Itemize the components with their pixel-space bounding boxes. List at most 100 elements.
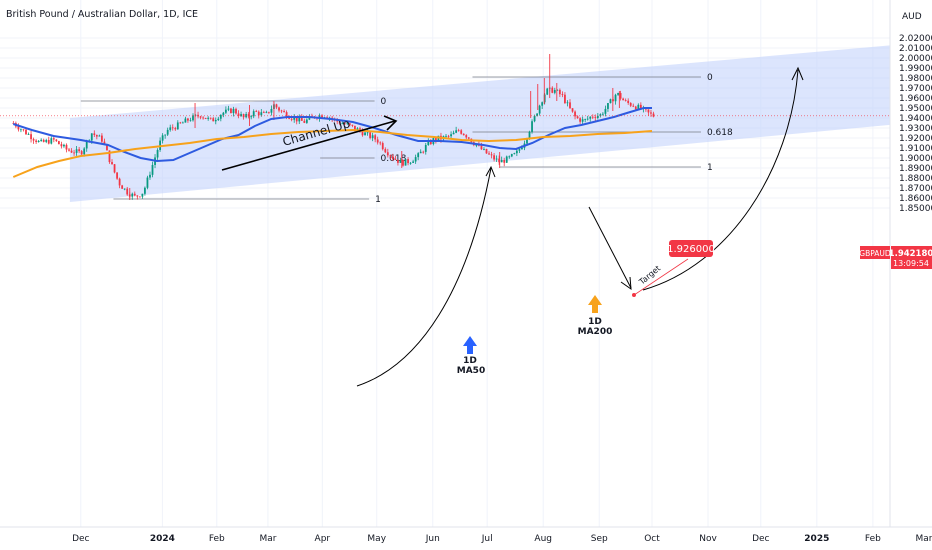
candle-body — [531, 121, 533, 132]
candle-body — [27, 134, 30, 136]
time-tick-label: Mar — [916, 534, 932, 544]
candle-body — [204, 117, 207, 119]
candle-body — [235, 108, 237, 114]
target-badge[interactable] — [669, 240, 713, 257]
time-tick-label: Jun — [425, 534, 440, 544]
price-tick-label: 1.890000 — [899, 164, 932, 174]
candle-body — [138, 196, 141, 198]
candlestick-series — [12, 54, 655, 200]
candle-body — [247, 114, 250, 117]
candle-body — [265, 111, 268, 113]
candle-body — [574, 111, 576, 117]
candle-body — [526, 138, 528, 144]
candle-body — [475, 144, 478, 146]
price-tick-label: 1.950000 — [899, 104, 932, 114]
candle-body — [569, 102, 571, 109]
candle-body — [290, 118, 293, 120]
target-point[interactable] — [632, 293, 636, 297]
candle-body — [275, 104, 278, 108]
projection-curve — [642, 69, 799, 291]
candle-body — [558, 89, 561, 95]
candle-body — [521, 147, 523, 150]
candle-body — [650, 112, 652, 114]
candle-body — [639, 104, 642, 110]
candle-body — [141, 193, 144, 197]
price-tick-label: 1.920000 — [899, 134, 932, 144]
candle-body — [149, 174, 151, 178]
ma50-label-1d: 1D — [463, 356, 477, 366]
candle-body — [576, 116, 579, 119]
candle-body — [341, 123, 344, 125]
time-tick-label: 2024 — [150, 534, 175, 544]
candle-body — [384, 149, 387, 153]
ma200-arrow-icon — [588, 295, 602, 313]
price-axis-ticks[interactable]: 2.0200002.0100002.0000001.9900001.980000… — [899, 34, 932, 214]
ma50-label-name: MA50 — [457, 366, 485, 376]
price-tick-label: 1.870000 — [899, 184, 932, 194]
candle-body — [32, 139, 35, 141]
candle-body — [629, 102, 632, 106]
rally-curve-left-head — [485, 165, 496, 178]
candle-body — [194, 114, 197, 116]
candle-body — [343, 123, 346, 125]
candle-body — [338, 121, 341, 124]
ma200-label-1d: 1D — [588, 317, 602, 327]
candle-body — [556, 89, 559, 91]
candle-body — [601, 113, 604, 115]
candle-body — [551, 87, 554, 93]
candle-body — [17, 126, 20, 130]
time-tick-label: Dec — [752, 534, 769, 544]
candle-body — [414, 157, 417, 162]
candle-body — [257, 111, 260, 116]
target-text: Target — [637, 264, 663, 287]
candle-body — [176, 122, 179, 130]
fib-level-label: 1 — [707, 163, 713, 173]
candle-body — [230, 108, 232, 114]
candle-body — [647, 109, 650, 113]
candle-body — [171, 127, 174, 129]
candle-body — [346, 123, 349, 125]
candle-body — [617, 93, 619, 95]
candle-body — [386, 152, 389, 156]
candle-body — [270, 108, 273, 113]
candle-body — [25, 129, 27, 135]
candle-body — [295, 117, 298, 122]
candle-body — [278, 107, 280, 111]
candle-body — [427, 141, 430, 146]
candle-body — [607, 103, 609, 109]
candle-body — [35, 140, 38, 143]
candle-body — [42, 139, 45, 142]
candle-body — [126, 188, 129, 195]
price-tick-label: 1.850000 — [899, 204, 932, 214]
price-tick-label: 2.010000 — [899, 44, 932, 54]
fib-level-label: 0 — [381, 97, 387, 107]
candle-body — [179, 122, 182, 124]
candle-body — [209, 117, 212, 119]
time-axis-ticks[interactable]: Dec 2024 Feb Mar Apr May Jun Jul Aug Sep Oct Nov Dec… — [72, 534, 932, 544]
candle-body — [490, 154, 493, 156]
candle-body — [83, 148, 86, 155]
candle-body — [455, 130, 458, 133]
candle-body — [566, 102, 569, 104]
candle-body — [224, 109, 227, 113]
time-tick-label: Sep — [591, 534, 608, 544]
candle-body — [412, 161, 415, 163]
ma200-label-name: MA200 — [578, 327, 613, 337]
fib-level-label: 0.618 — [707, 128, 733, 138]
candle-body — [376, 139, 379, 143]
symbol-badge — [860, 246, 890, 259]
candle-body — [467, 137, 470, 139]
candle-body — [267, 111, 270, 113]
candle-body — [156, 149, 159, 158]
channel-up-band[interactable] — [69, 37, 932, 202]
candle-body — [55, 139, 58, 142]
time-tick-label: Apr — [315, 534, 331, 544]
target-badge-text: 1.926000 — [667, 244, 715, 255]
candle-body — [632, 105, 635, 107]
candle-body — [202, 117, 205, 119]
candle-body — [589, 116, 592, 119]
candle-body — [533, 115, 536, 122]
candle-body — [20, 129, 22, 131]
candle-body — [144, 187, 146, 194]
